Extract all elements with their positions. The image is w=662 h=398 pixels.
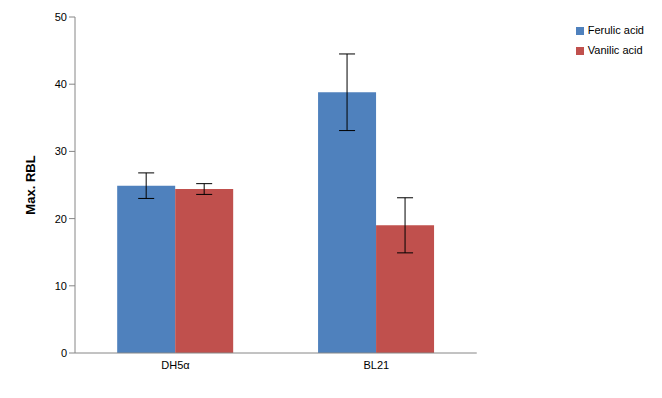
- svg-text:Max. RBL: Max. RBL: [23, 155, 38, 214]
- svg-text:30: 30: [55, 145, 67, 157]
- svg-text:40: 40: [55, 78, 67, 90]
- svg-text:10: 10: [55, 280, 67, 292]
- svg-text:20: 20: [55, 213, 67, 225]
- svg-text:50: 50: [55, 11, 67, 23]
- svg-text:0: 0: [61, 347, 67, 359]
- svg-text:DH5α: DH5α: [161, 359, 190, 371]
- html-text:Ferulic acid: Ferulic acid: [587, 24, 644, 36]
- html-text:Vanilic acid: Vanilic acid: [587, 44, 643, 56]
- svg-text:BL21: BL21: [363, 359, 389, 371]
